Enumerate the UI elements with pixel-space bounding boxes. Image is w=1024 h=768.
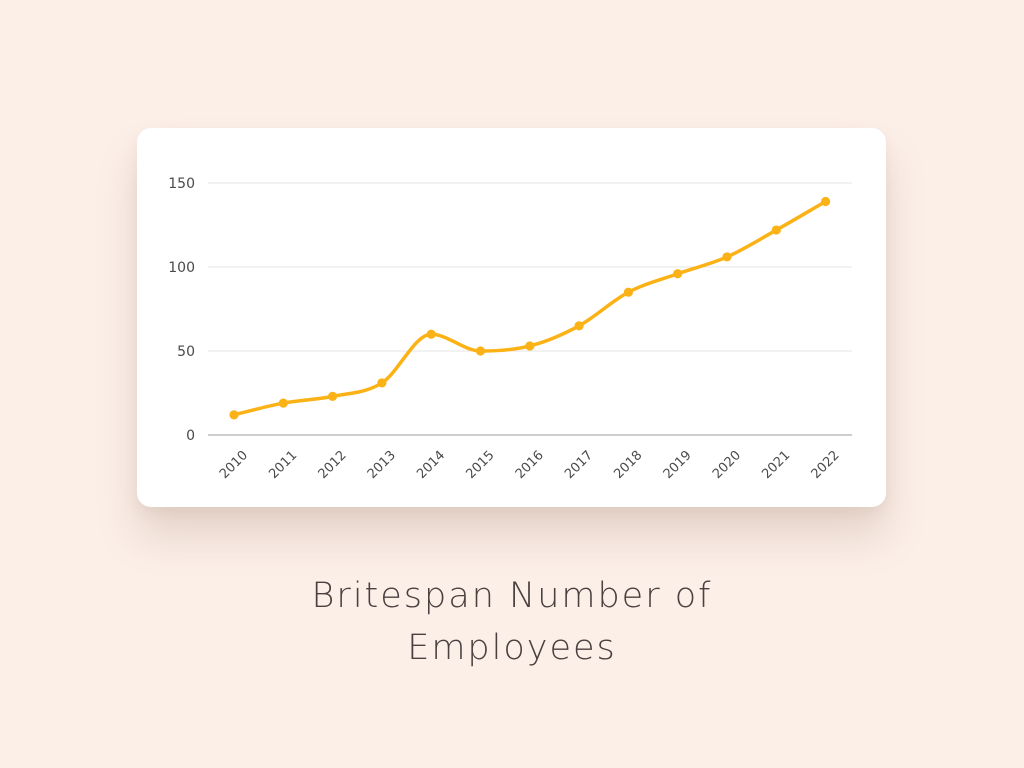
x-tick-label: 2012 (316, 448, 350, 482)
data-point-2015 (475, 346, 486, 356)
x-tick-label: 2016 (513, 448, 547, 482)
x-tick-label: 2011 (266, 448, 300, 482)
gridlines (208, 182, 852, 436)
data-point-2011 (278, 398, 288, 408)
y-tick-label: 0 (186, 428, 195, 444)
data-point-2013 (377, 378, 387, 388)
x-tick-label: 2022 (809, 448, 843, 482)
data-point-2019 (673, 269, 683, 279)
x-tick-label: 2018 (611, 448, 645, 482)
chart-card: 0 50 100 150 2010 2011 2012 2013 2014 2015 2016 20… (137, 128, 886, 507)
data-point-2021 (771, 225, 781, 235)
y-axis-tick-labels: 0 50 100 150 (168, 176, 195, 444)
series-line (232, 199, 828, 417)
x-tick-label: 2013 (365, 448, 399, 482)
data-point-2018 (623, 287, 633, 297)
chart-caption: Britespan Number of Employees (212, 570, 812, 674)
data-point-2014 (426, 329, 436, 339)
caption-line-1: Britespan Number of (311, 576, 713, 616)
data-point-2020 (722, 252, 732, 262)
x-tick-label: 2010 (217, 448, 251, 482)
data-point-2017 (574, 321, 584, 331)
x-axis-tick-labels: 2010 2011 2012 2013 2014 2015 2016 2017 2018 2019… (217, 448, 843, 482)
data-point-2016 (525, 341, 535, 351)
x-tick-label: 2021 (759, 448, 793, 482)
data-point-2022 (821, 196, 831, 207)
x-tick-label: 2017 (562, 448, 596, 482)
data-points (229, 196, 831, 420)
employees-series-line (232, 199, 828, 417)
y-tick-label: 100 (168, 260, 195, 276)
y-tick-label: 50 (177, 344, 195, 360)
data-point-2012 (328, 391, 338, 401)
caption-line-2: Employees (407, 628, 617, 668)
x-tick-label: 2019 (661, 448, 695, 482)
data-point-2010 (229, 410, 239, 420)
y-tick-label: 150 (168, 176, 195, 192)
x-tick-label: 2015 (463, 448, 497, 482)
x-tick-label: 2014 (414, 448, 448, 482)
x-tick-label: 2020 (710, 448, 744, 482)
